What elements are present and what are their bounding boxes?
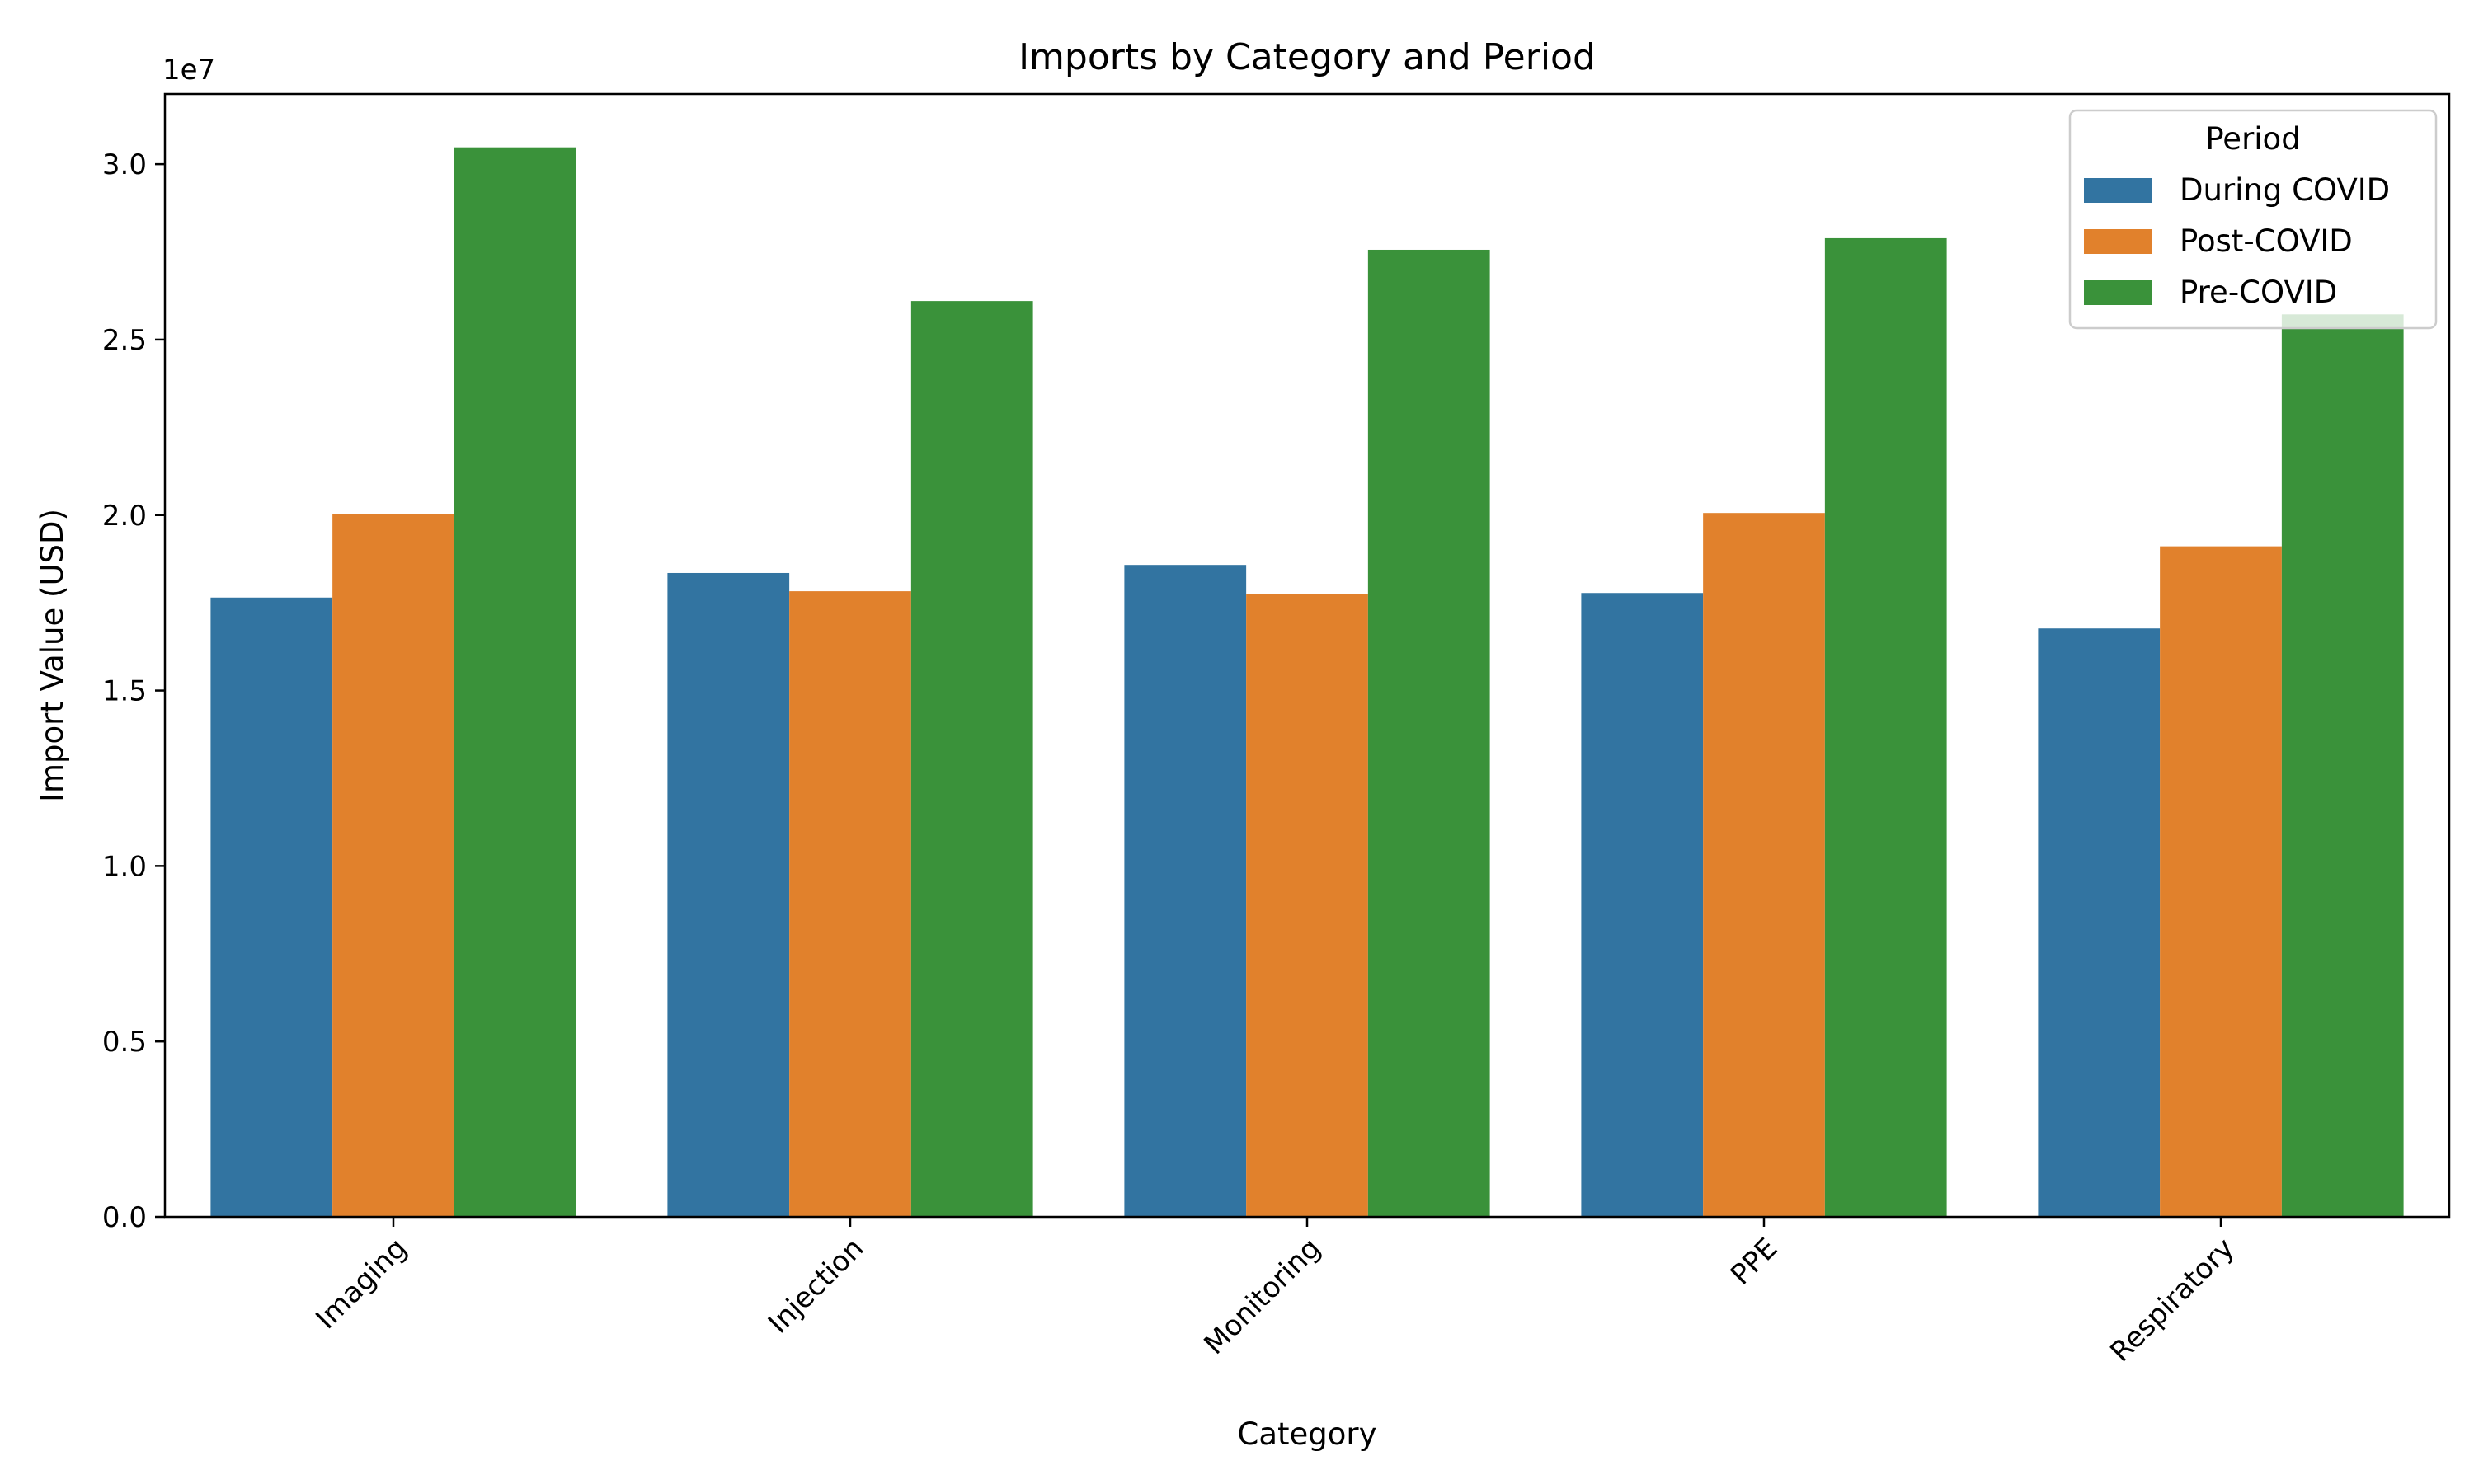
bar-ppe-post-covid bbox=[1703, 513, 1825, 1217]
bar-monitoring-post-covid bbox=[1246, 594, 1368, 1217]
bar-respiratory-post-covid bbox=[2160, 546, 2282, 1217]
y-tick-label: 1.5 bbox=[102, 675, 147, 708]
bar-imaging-during-covid bbox=[210, 597, 333, 1217]
y-tick-label: 2.5 bbox=[102, 324, 147, 357]
bar-respiratory-during-covid bbox=[2038, 628, 2161, 1217]
legend-label: Pre-COVID bbox=[2180, 275, 2337, 310]
legend-items: During COVID Post-COVID Pre-COVID bbox=[2084, 172, 2390, 310]
legend-swatch bbox=[2084, 280, 2152, 305]
y-tick-label: 3.0 bbox=[102, 148, 147, 181]
plot-frame bbox=[163, 92, 2451, 1219]
bar-monitoring-pre-covid bbox=[1367, 249, 1490, 1217]
bar-injection-post-covid bbox=[789, 591, 911, 1217]
legend: Period During COVID Post-COVID Pre-COVID bbox=[2068, 109, 2438, 330]
bar-monitoring-during-covid bbox=[1124, 565, 1247, 1217]
chart-title: Imports by Category and Period bbox=[1018, 36, 1596, 78]
x-axis-label: Category bbox=[1237, 1416, 1376, 1452]
legend-swatch bbox=[2084, 178, 2152, 203]
y-tick-label: 0.0 bbox=[102, 1201, 147, 1234]
legend-swatch bbox=[2084, 229, 2152, 254]
bar-injection-pre-covid bbox=[910, 301, 1033, 1217]
legend-title: Period bbox=[2205, 121, 2300, 157]
y-tick-label: 1.0 bbox=[102, 850, 147, 883]
bar-imaging-pre-covid bbox=[454, 147, 576, 1217]
bar-respiratory-pre-covid bbox=[2281, 314, 2404, 1218]
legend-label: Post-COVID bbox=[2180, 223, 2353, 259]
y-tick-label: 2.0 bbox=[102, 500, 147, 533]
y-axis-offset-label: 1e7 bbox=[162, 54, 215, 87]
y-axis-label: Import Value (USD) bbox=[35, 509, 70, 802]
bars-group bbox=[210, 147, 2404, 1218]
bar-imaging-post-covid bbox=[332, 514, 454, 1217]
y-tick-label: 0.5 bbox=[102, 1026, 147, 1059]
bar-injection-during-covid bbox=[667, 572, 790, 1217]
legend-box bbox=[2068, 109, 2438, 330]
legend-label: During COVID bbox=[2180, 172, 2390, 208]
bar-ppe-pre-covid bbox=[1824, 237, 1947, 1217]
bar-ppe-during-covid bbox=[1581, 593, 1704, 1217]
y-axis-ticks: 0.0 0.5 1.0 1.5 2.0 2.5 3.0 bbox=[102, 148, 165, 1234]
